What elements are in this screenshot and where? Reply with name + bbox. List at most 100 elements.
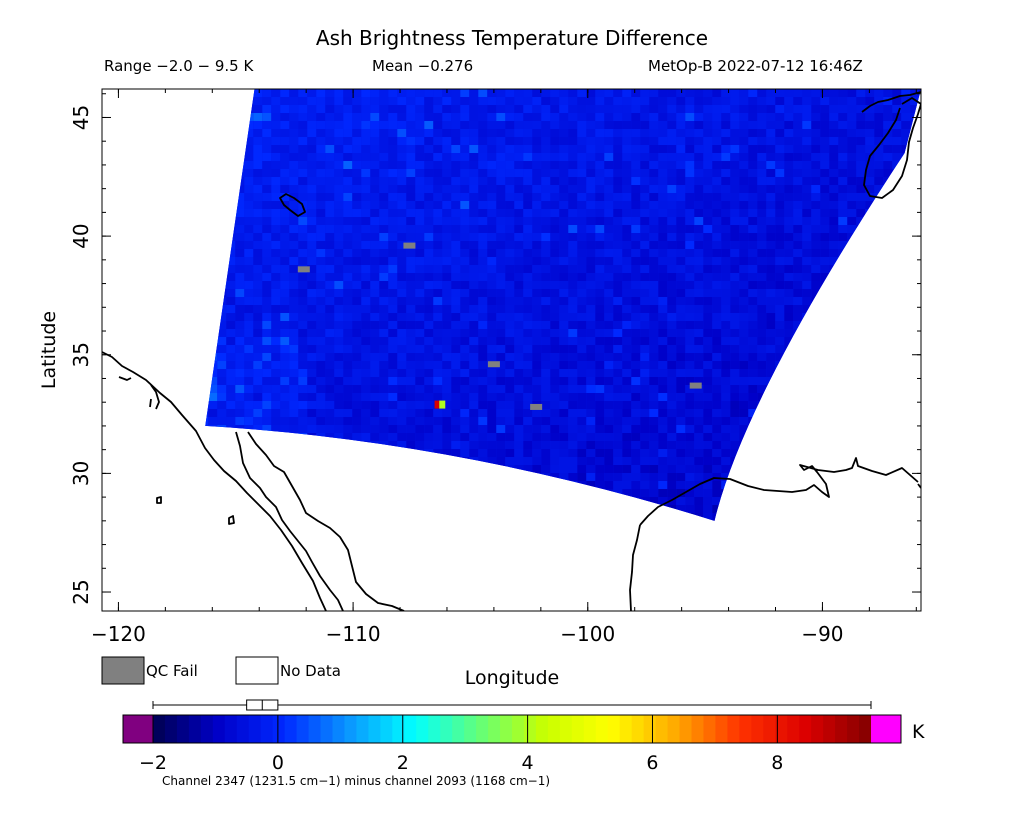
colorbar-segment [404, 715, 417, 743]
qc-fail-pixel [487, 361, 500, 368]
hot-pixel [439, 400, 446, 409]
source-label: MetOp-B 2022-07-12 16:46Z [648, 57, 863, 75]
legend-label: No Data [280, 662, 341, 680]
colorbar-segment [703, 715, 717, 743]
colorbar-segment [188, 715, 202, 743]
mean-label: Mean −0.276 [372, 57, 474, 75]
y-tick-label: 35 [69, 342, 93, 367]
qc-fail-pixel [530, 403, 543, 410]
colorbar-segment [308, 715, 322, 743]
colorbar-segment [356, 715, 369, 743]
colorbar-segment [835, 715, 848, 743]
colorbar-segment [811, 715, 824, 743]
colorbar-segment [248, 715, 262, 743]
legend-swatch [235, 656, 279, 685]
colorbar-segment [763, 715, 776, 743]
colorbar-segment [416, 715, 429, 743]
colorbar-segment [212, 715, 226, 743]
colorbar-segment [727, 715, 740, 743]
y-axis-label: Latitude [38, 311, 60, 389]
lake-superior-shore [861, 91, 921, 113]
channel-note: Channel 2347 (1231.5 cm−1) minus channel… [162, 774, 551, 788]
legend-swatch [101, 656, 145, 685]
colorbar-segment [595, 715, 609, 743]
colorbar-tick-label: 0 [272, 752, 284, 774]
colorbar-segment [284, 715, 298, 743]
colorbar-segment [715, 715, 728, 743]
colorbar-segment [571, 715, 585, 743]
swath-pixels [205, 89, 921, 521]
colorbar-segment [200, 715, 214, 743]
x-tick-label: −110 [326, 622, 381, 646]
colorbar-segment [679, 715, 693, 743]
colorbar-segment [236, 715, 250, 743]
qc-fail-pixel [689, 382, 702, 389]
colorbar-segment [260, 715, 274, 743]
colorbar-segment [667, 715, 681, 743]
colorbar-segment [523, 715, 537, 743]
great-salt-lake [279, 193, 306, 217]
colorbar-segment [547, 715, 561, 743]
colorbar-tick-label: 2 [397, 752, 409, 774]
colorbar-under [123, 715, 153, 743]
colorbar-segment [476, 715, 489, 743]
colorbar-segment [859, 715, 872, 743]
colorbar-segment [583, 715, 597, 743]
colorbar-segment [344, 715, 358, 743]
y-tick-label: 45 [69, 105, 93, 130]
colorbar-segment [164, 715, 178, 743]
colorbar-segment [153, 715, 166, 743]
colorbar-segment [787, 715, 800, 743]
y-tick-label: 30 [69, 461, 93, 486]
axis-layer: −120 −110 −100 −90 25 30 35 40 45 Longitude Latitu… [38, 89, 921, 689]
colorbar-segment [296, 715, 310, 743]
colorbar-segment [440, 715, 453, 743]
colorbar-segment [535, 715, 549, 743]
colorbar-segment [320, 715, 334, 743]
lake-michigan [863, 97, 921, 199]
coastline-mexico-west [247, 431, 405, 611]
x-axis-label: Longitude [465, 667, 560, 689]
colorbar-segment [559, 715, 573, 743]
colorbar-segment [488, 715, 501, 743]
colorbar-segment [739, 715, 752, 743]
colorbar-segment [607, 715, 621, 743]
colorbar-segment [500, 715, 513, 743]
colorbar-layer: −2 0 2 4 6 8 K [122, 699, 925, 774]
colorbar-segment [823, 715, 836, 743]
sonora-coast [118, 376, 160, 410]
colorbar-frame [122, 714, 902, 744]
legend-label: QC Fail [146, 662, 198, 680]
colorbar-segment [332, 715, 346, 743]
qc-fail-pixel [297, 266, 310, 273]
colorbar-segment [799, 715, 812, 743]
colorbar-over [871, 715, 901, 743]
colorbar-segment [176, 715, 190, 743]
colorbar-segment [464, 715, 477, 743]
qc-fail-pixel [403, 242, 416, 249]
colorbar-segment [751, 715, 764, 743]
colorbar-tick-label: 8 [771, 752, 783, 774]
coastline-baja-west [102, 351, 327, 611]
colorbar-segment [368, 715, 381, 743]
coastline-gulf [629, 457, 919, 611]
x-tick-label: −90 [801, 622, 843, 646]
colorbar-segment [655, 715, 669, 743]
colorbar-segment [512, 715, 525, 743]
range-label: Range −2.0 − 9.5 K [104, 57, 254, 75]
colorbar-unit: K [912, 721, 925, 743]
x-tick-label: −120 [91, 622, 146, 646]
island-1 [228, 515, 235, 525]
colorbar-segment [631, 715, 645, 743]
colorbar-segment [619, 715, 633, 743]
colorbar-tick-label: −2 [139, 752, 167, 774]
colorbar-segment [224, 715, 238, 743]
colorbar-segment [380, 715, 393, 743]
colorbar-tick-label: 4 [522, 752, 534, 774]
chart-title: Ash Brightness Temperature Difference [315, 26, 709, 50]
colorbar-segment [847, 715, 860, 743]
colorbar-segment [775, 715, 788, 743]
colorbar-segment [691, 715, 705, 743]
colorbar-segment [392, 715, 405, 743]
